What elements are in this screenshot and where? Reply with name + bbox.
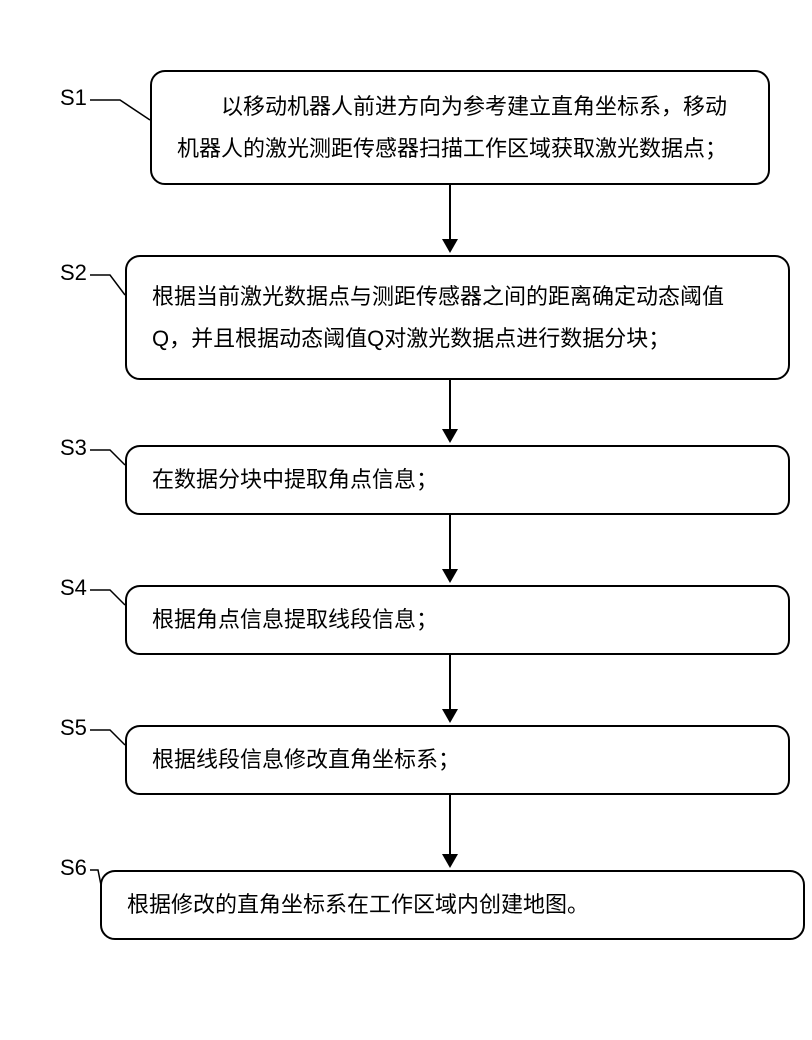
step-box-s1: 以移动机器人前进方向为参考建立直角坐标系，移动机器人的激光测距传感器扫描工作区域… [150,70,770,185]
step-label-s6: S6 [60,855,87,881]
step-box-s4: 根据角点信息提取线段信息； [125,585,790,655]
arrow-4 [442,655,458,723]
step-text-s3: 在数据分块中提取角点信息； [152,459,438,501]
step-box-s6: 根据修改的直角坐标系在工作区域内创建地图。 [100,870,805,940]
flowchart-container: S1 以移动机器人前进方向为参考建立直角坐标系，移动机器人的激光测距传感器扫描工… [20,40,792,960]
step-box-s5: 根据线段信息修改直角坐标系； [125,725,790,795]
step-text-s6: 根据修改的直角坐标系在工作区域内创建地图。 [127,884,589,926]
step-label-s2: S2 [60,260,87,286]
arrow-5 [442,795,458,868]
step-text-s2: 根据当前激光数据点与测距传感器之间的距离确定动态阈值Q，并且根据动态阈值Q对激光… [152,276,763,360]
step-box-s2: 根据当前激光数据点与测距传感器之间的距离确定动态阈值Q，并且根据动态阈值Q对激光… [125,255,790,380]
step-label-s5: S5 [60,715,87,741]
step-text-s1: 以移动机器人前进方向为参考建立直角坐标系，移动机器人的激光测距传感器扫描工作区域… [177,86,743,170]
step-text-s5: 根据线段信息修改直角坐标系； [152,739,460,781]
step-label-s3: S3 [60,435,87,461]
step-text-s4: 根据角点信息提取线段信息； [152,599,438,641]
arrow-1 [442,185,458,253]
step-box-s3: 在数据分块中提取角点信息； [125,445,790,515]
arrow-2 [442,380,458,443]
step-label-s1: S1 [60,85,87,111]
step-label-s4: S4 [60,575,87,601]
arrow-3 [442,515,458,583]
